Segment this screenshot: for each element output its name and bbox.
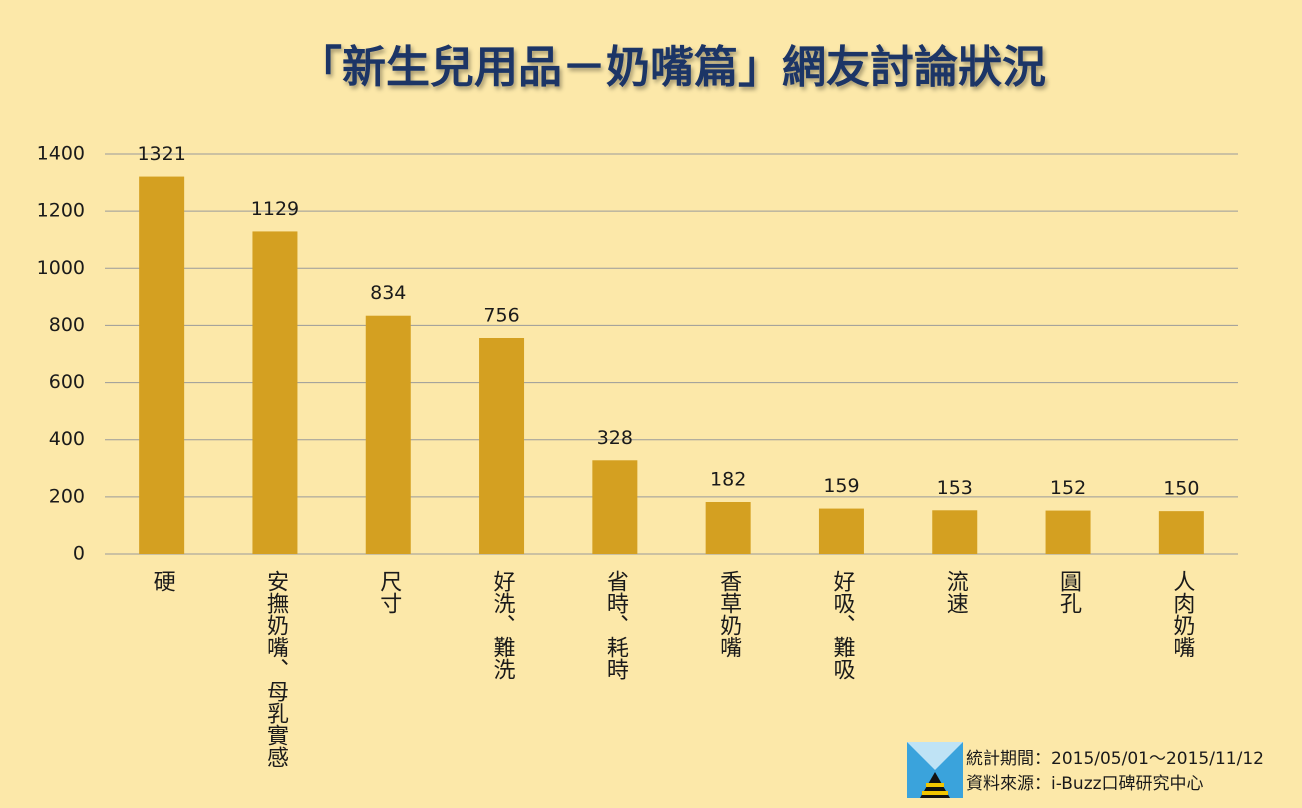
y-tick-label: 0: [73, 543, 85, 565]
x-tick-label: 好洗、難洗: [490, 570, 516, 680]
x-tick-label: 圓孔: [1056, 570, 1082, 614]
value-label: 182: [710, 469, 746, 491]
bar: [592, 460, 638, 554]
x-tick-label: 省時、耗時: [603, 570, 629, 680]
y-tick-label: 1400: [37, 143, 85, 165]
y-tick-label: 1000: [37, 257, 85, 279]
y-tick-label: 1200: [37, 200, 85, 222]
value-label: 150: [1163, 478, 1199, 500]
value-label: 152: [1050, 477, 1086, 499]
x-tick-label: 流速: [943, 570, 969, 614]
x-tick-label: 硬: [150, 570, 176, 592]
logo: [907, 742, 963, 798]
value-label: 153: [937, 477, 973, 499]
bar: [705, 502, 751, 554]
bar: [932, 510, 978, 554]
bar: [1045, 510, 1091, 554]
value-label: 328: [597, 427, 633, 449]
value-label: 159: [823, 475, 859, 497]
y-tick-label: 400: [49, 428, 85, 450]
value-label: 756: [483, 305, 519, 327]
value-label: 1129: [251, 198, 299, 220]
x-tick-label: 安撫奶嘴、母乳實感: [263, 570, 289, 768]
bar: [1158, 511, 1204, 554]
value-label: 834: [370, 282, 406, 304]
y-tick-label: 200: [49, 485, 85, 507]
chart-title: 「新生兒用品－奶嘴篇」網友討論狀況: [298, 42, 1046, 93]
footnote-source: 資料來源：i-Buzz口碑研究中心: [966, 774, 1204, 794]
x-tick-label: 尺寸: [376, 570, 402, 614]
x-tick-label: 人肉奶嘴: [1169, 570, 1195, 658]
x-tick-label: 香草奶嘴: [716, 570, 742, 658]
value-label: 1321: [137, 143, 185, 165]
bar: [365, 315, 411, 554]
bar: [252, 231, 298, 554]
bar: [479, 338, 525, 554]
y-tick-label: 600: [49, 371, 85, 393]
y-tick-label: 800: [49, 314, 85, 336]
bar: [818, 508, 864, 554]
footnote-period: 統計期間：2015/05/01～2015/11/12: [966, 749, 1264, 769]
bar: [139, 176, 185, 555]
x-tick-label: 好吸、難吸: [829, 570, 855, 680]
